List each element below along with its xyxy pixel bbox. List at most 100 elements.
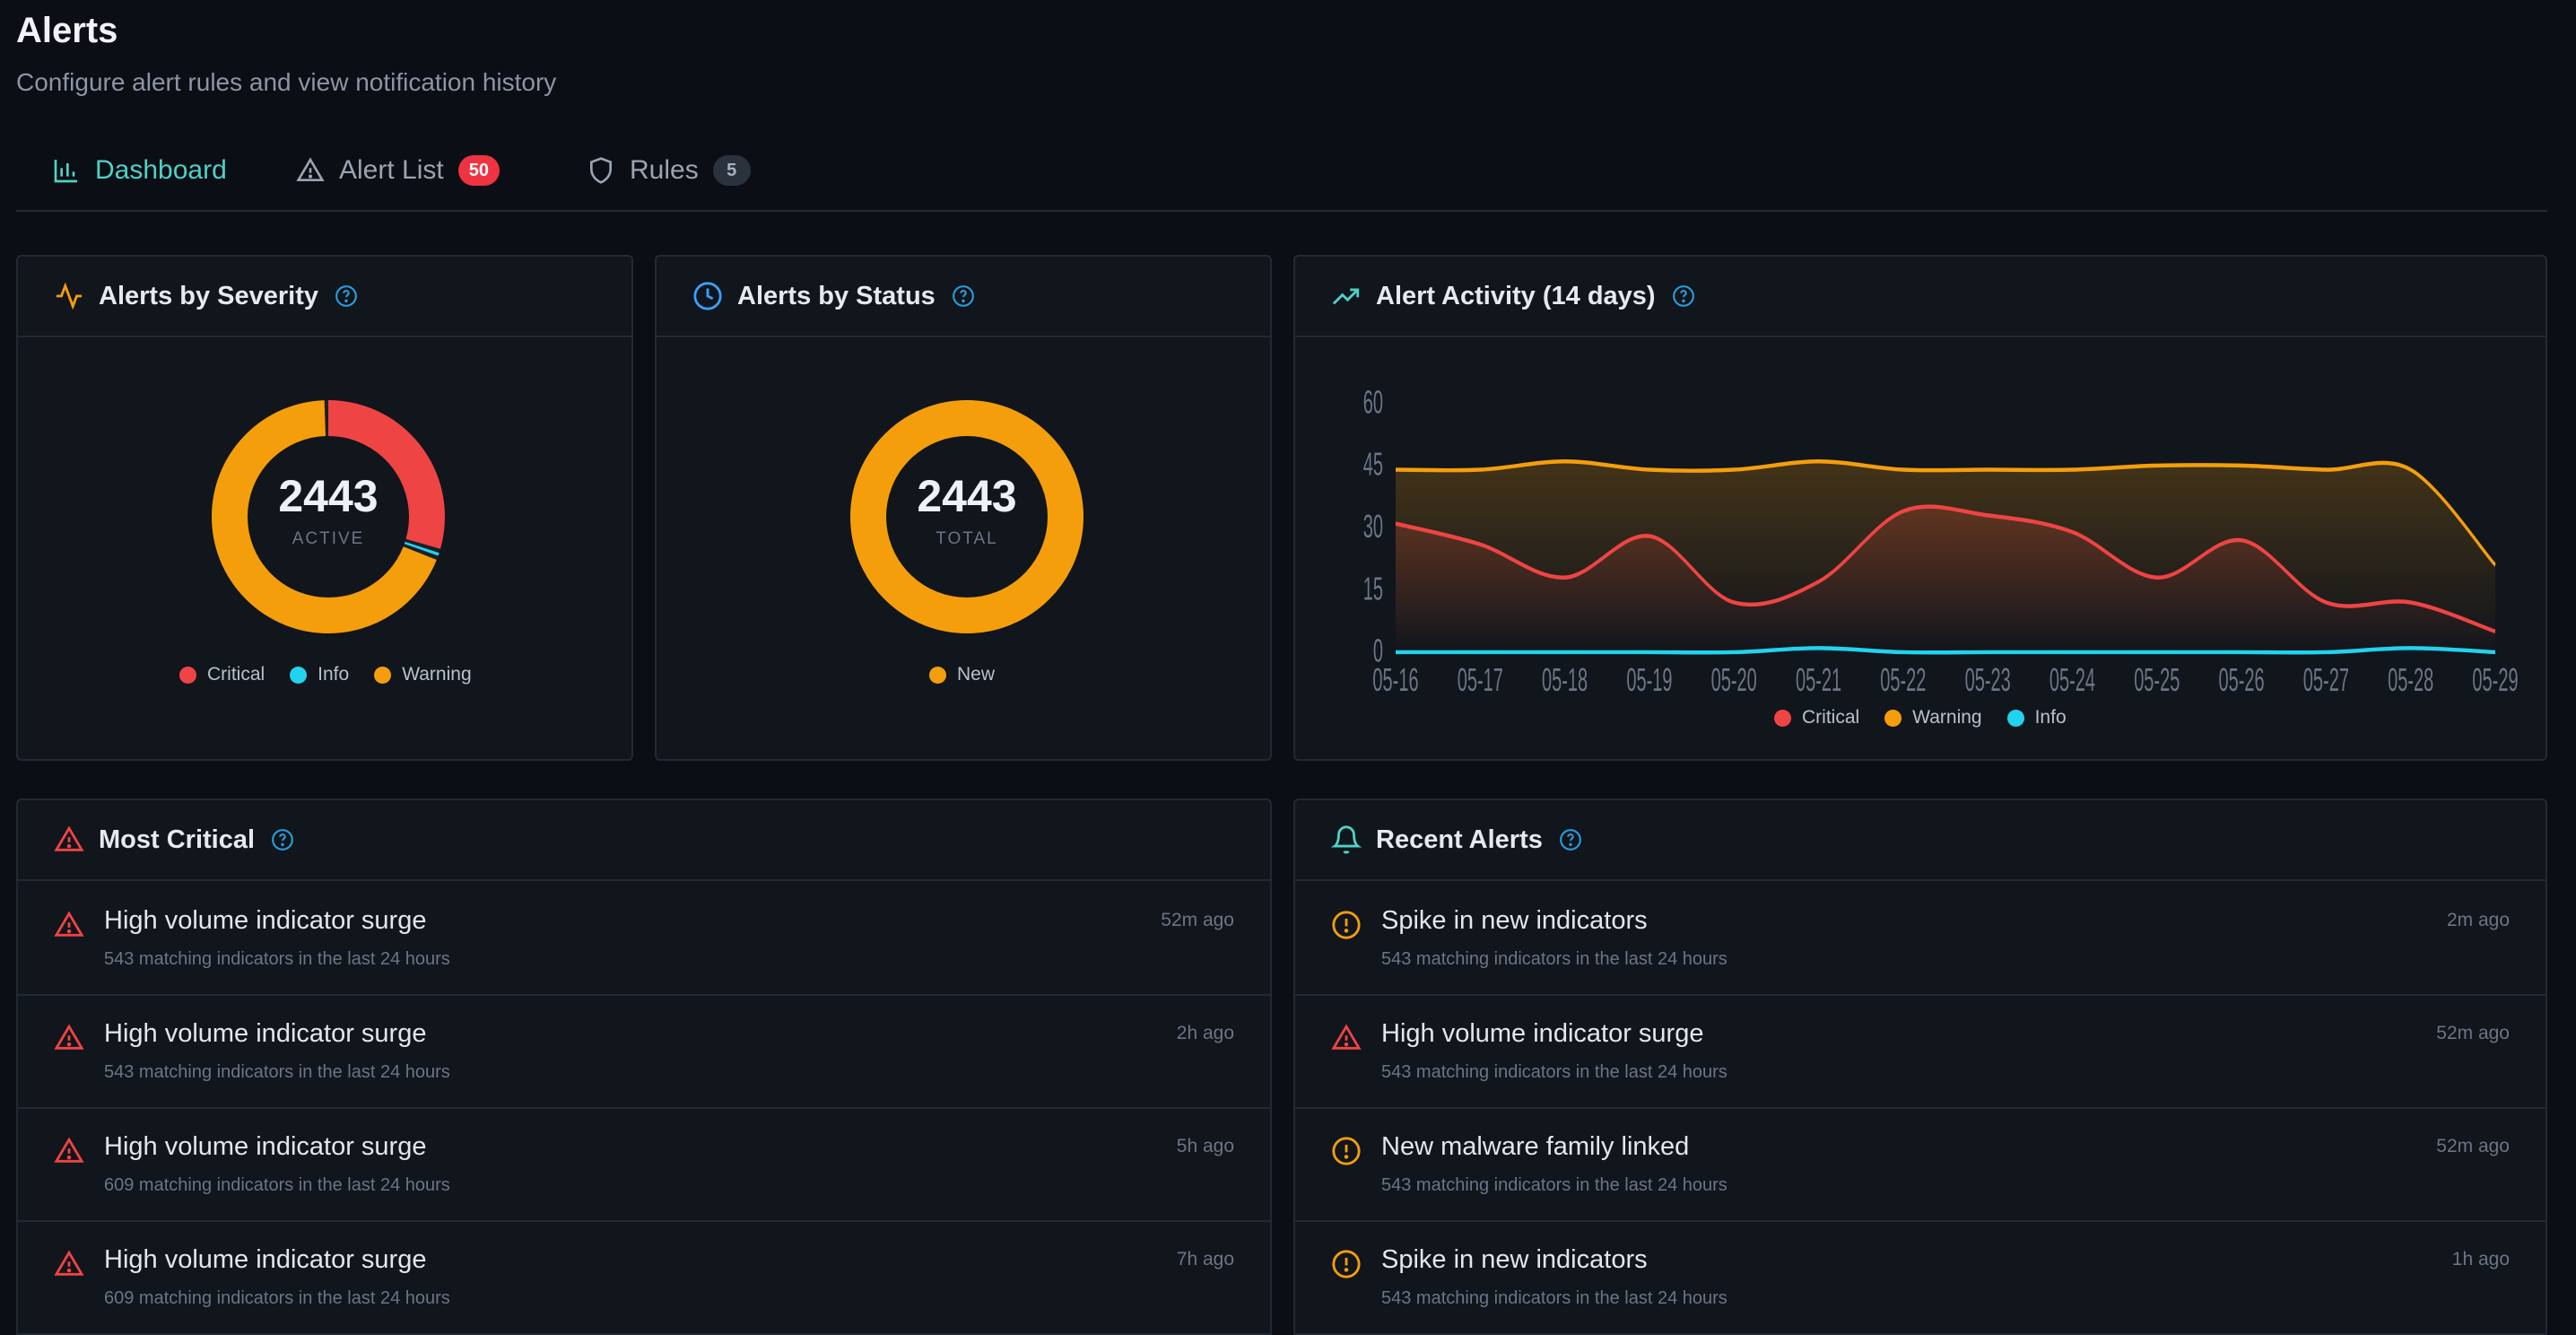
recent-alerts-header: Recent Alerts	[1295, 800, 2546, 881]
page-subtitle: Configure alert rules and view notificat…	[16, 68, 557, 96]
alert-time: 52m ago	[2436, 1023, 2510, 1043]
legend-dot	[1774, 709, 1791, 727]
most-critical-card: Most Critical High volume indicator surg…	[16, 798, 1272, 1335]
legend-dot	[290, 666, 308, 684]
alert-description: 609 matching indicators in the last 24 h…	[104, 1175, 450, 1195]
list-item[interactable]: Spike in new indicators 543 matching indi…	[1295, 883, 2546, 996]
x-tick-label: 05-24	[2049, 663, 2095, 699]
x-tick-label: 05-16	[1372, 663, 1418, 699]
x-tick-label: 05-28	[2388, 663, 2433, 699]
legend-label: Info	[318, 664, 350, 685]
help-icon[interactable]	[952, 284, 975, 308]
list-item[interactable]: High volume indicator surge 543 matching …	[1295, 996, 2546, 1109]
y-tick-label: 30	[1363, 510, 1383, 545]
alert-circle-icon	[1332, 911, 1361, 939]
list-item[interactable]: High volume indicator surge 543 matching …	[18, 883, 1270, 996]
warning-triangle-icon	[296, 157, 325, 181]
tab-dashboard-label: Dashboard	[95, 155, 227, 185]
x-tick-label: 05-23	[1965, 663, 2011, 699]
status-donut-chart	[850, 400, 1083, 633]
activity-legend: Critical Warning Info	[1774, 707, 2092, 729]
status-card-title: Alerts by Status	[737, 281, 936, 310]
warning-triangle-icon	[54, 1024, 84, 1050]
severity-total-label: ACTIVE	[292, 529, 365, 548]
legend-item-critical: Critical	[179, 664, 265, 685]
donut-slice-warning[interactable]	[212, 400, 445, 633]
alert-time: 7h ago	[1176, 1249, 1234, 1270]
tab-alert-list-label: Alert List	[339, 155, 444, 185]
warning-triangle-icon	[54, 1137, 84, 1163]
alert-title: High volume indicator surge	[104, 1245, 427, 1274]
donut-slice-new[interactable]	[850, 400, 1083, 633]
alert-description: 543 matching indicators in the last 24 h…	[1381, 1062, 1727, 1082]
list-item[interactable]: High volume indicator surge 609 matching …	[18, 1222, 1270, 1335]
tab-dashboard[interactable]: Dashboard	[52, 153, 227, 188]
series-line-info[interactable]	[1396, 646, 2496, 655]
alert-title: High volume indicator surge	[104, 1019, 427, 1048]
rules-count-badge: 5	[712, 155, 751, 186]
x-tick-label: 05-21	[1796, 663, 1841, 699]
legend-label: Warning	[1912, 707, 1982, 728]
tab-rules[interactable]: Rules 5	[587, 153, 751, 188]
legend-item-warning: Warning	[1884, 707, 1982, 729]
list-item[interactable]: High volume indicator surge 543 matching …	[18, 996, 1270, 1109]
help-icon[interactable]	[335, 284, 358, 308]
alert-circle-icon	[1332, 1250, 1361, 1278]
alert-title: New malware family linked	[1381, 1132, 1690, 1161]
recent-alerts-card: Recent Alerts Spike in new indicators 543…	[1293, 798, 2547, 1335]
x-tick-label: 05-22	[1880, 663, 1926, 699]
y-tick-label: 45	[1363, 448, 1383, 484]
donut-slice-critical[interactable]	[212, 400, 445, 633]
alert-title: High volume indicator surge	[104, 906, 427, 935]
status-total-label: TOTAL	[936, 529, 998, 548]
y-tick-label: 0	[1373, 634, 1383, 670]
status-legend: New	[929, 664, 1020, 685]
activity-icon	[56, 282, 83, 310]
alert-description: 543 matching indicators in the last 24 h…	[104, 949, 450, 969]
legend-label: Warning	[402, 664, 472, 685]
help-icon[interactable]	[1559, 828, 1582, 851]
alert-time: 2m ago	[2446, 910, 2510, 930]
recent-alerts-title: Recent Alerts	[1376, 825, 1543, 854]
severity-card-title: Alerts by Severity	[99, 281, 319, 310]
legend-label: Critical	[207, 664, 265, 685]
x-tick-label: 05-18	[1542, 663, 1588, 699]
legend-item-critical: Critical	[1774, 707, 1859, 729]
legend-dot	[179, 666, 196, 684]
alert-description: 543 matching indicators in the last 24 h…	[1381, 1288, 1727, 1308]
legend-label: Info	[2034, 707, 2067, 728]
area-info	[1396, 648, 2495, 653]
y-tick-label: 60	[1363, 385, 1383, 421]
legend-dot	[374, 666, 392, 684]
series-line-critical[interactable]	[1395, 504, 2496, 634]
warning-triangle-icon	[54, 911, 84, 937]
status-total: 2443	[917, 471, 1017, 521]
severity-donut-chart	[212, 400, 445, 633]
x-tick-label: 05-20	[1711, 663, 1757, 699]
legend-item-warning: Warning	[374, 664, 472, 685]
severity-card-header: Alerts by Severity	[18, 257, 631, 337]
severity-card: Alerts by Severity 2443 ACTIVE Critical …	[16, 255, 633, 761]
series-line-warning[interactable]	[1395, 459, 2496, 567]
legend-item-new: New	[929, 664, 995, 685]
severity-total: 2443	[278, 471, 379, 521]
alert-title: High volume indicator surge	[104, 1132, 427, 1161]
alert-description: 543 matching indicators in the last 24 h…	[1381, 949, 1727, 969]
alert-count-badge: 50	[457, 155, 500, 186]
list-item[interactable]: High volume indicator surge 609 matching …	[18, 1109, 1270, 1222]
status-card-header: Alerts by Status	[657, 257, 1270, 337]
tab-bar: Dashboard Alert List 50 Rules 5	[16, 135, 2547, 212]
most-critical-title: Most Critical	[99, 825, 256, 854]
warning-triangle-icon	[54, 1250, 84, 1276]
warning-triangle-icon	[1331, 1024, 1362, 1050]
x-tick-label: 05-27	[2303, 663, 2349, 699]
activity-card: Alert Activity (14 days) 0 15 30 45 60 05-16 0…	[1293, 255, 2547, 761]
help-icon[interactable]	[1672, 284, 1695, 308]
x-tick-label: 05-26	[2219, 663, 2265, 699]
alert-description: 543 matching indicators in the last 24 h…	[104, 1062, 450, 1082]
tab-alert-list[interactable]: Alert List 50	[296, 153, 500, 188]
list-item[interactable]: Spike in new indicators 543 matching indi…	[1295, 1222, 2546, 1335]
list-item[interactable]: New malware family linked 543 matching in…	[1295, 1109, 2546, 1222]
help-icon[interactable]	[271, 828, 294, 851]
